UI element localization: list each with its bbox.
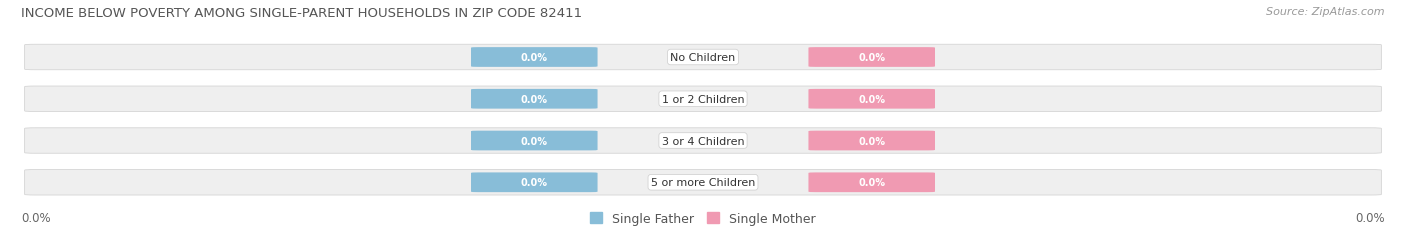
Text: INCOME BELOW POVERTY AMONG SINGLE-PARENT HOUSEHOLDS IN ZIP CODE 82411: INCOME BELOW POVERTY AMONG SINGLE-PARENT…	[21, 7, 582, 20]
Text: 0.0%: 0.0%	[520, 53, 548, 63]
FancyBboxPatch shape	[808, 173, 935, 192]
FancyBboxPatch shape	[471, 89, 598, 109]
Text: 0.0%: 0.0%	[1355, 211, 1385, 224]
FancyBboxPatch shape	[471, 173, 598, 192]
Text: 0.0%: 0.0%	[21, 211, 51, 224]
Text: 5 or more Children: 5 or more Children	[651, 177, 755, 188]
Text: 0.0%: 0.0%	[858, 53, 886, 63]
Text: 0.0%: 0.0%	[520, 136, 548, 146]
Legend: Single Father, Single Mother: Single Father, Single Mother	[591, 212, 815, 225]
Text: 1 or 2 Children: 1 or 2 Children	[662, 94, 744, 104]
FancyBboxPatch shape	[471, 48, 598, 68]
Text: 0.0%: 0.0%	[520, 94, 548, 104]
FancyBboxPatch shape	[471, 131, 598, 151]
FancyBboxPatch shape	[25, 45, 1381, 70]
FancyBboxPatch shape	[25, 170, 1381, 195]
Text: Source: ZipAtlas.com: Source: ZipAtlas.com	[1267, 7, 1385, 17]
FancyBboxPatch shape	[808, 48, 935, 68]
FancyBboxPatch shape	[25, 128, 1381, 154]
Text: 3 or 4 Children: 3 or 4 Children	[662, 136, 744, 146]
Text: 0.0%: 0.0%	[858, 177, 886, 188]
Text: 0.0%: 0.0%	[858, 136, 886, 146]
Text: 0.0%: 0.0%	[858, 94, 886, 104]
Text: 0.0%: 0.0%	[520, 177, 548, 188]
FancyBboxPatch shape	[808, 131, 935, 151]
FancyBboxPatch shape	[808, 89, 935, 109]
FancyBboxPatch shape	[25, 87, 1381, 112]
Text: No Children: No Children	[671, 53, 735, 63]
